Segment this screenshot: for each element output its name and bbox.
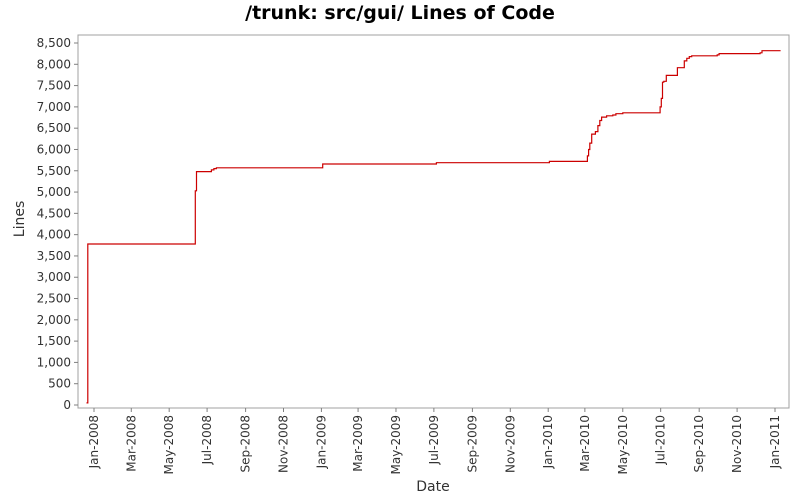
x-tick-label: Jul-2010 bbox=[654, 415, 668, 465]
y-tick-label: 6,000 bbox=[37, 142, 71, 156]
x-tick-label: Mar-2010 bbox=[578, 415, 592, 472]
y-tick-label: 5,500 bbox=[37, 164, 71, 178]
y-tick-label: 8,500 bbox=[37, 36, 71, 50]
x-tick-label: Sep-2008 bbox=[239, 415, 253, 473]
x-tick-label: Jul-2009 bbox=[427, 415, 441, 465]
x-axis-label: Date bbox=[416, 479, 449, 495]
y-tick-label: 3,000 bbox=[37, 270, 71, 284]
x-tick-label: May-2008 bbox=[162, 415, 176, 474]
x-tick-label: Nov-2009 bbox=[503, 415, 517, 473]
x-tick-label: Mar-2008 bbox=[124, 415, 138, 472]
y-tick-label: 1,500 bbox=[37, 334, 71, 348]
y-tick-label: 4,000 bbox=[37, 228, 71, 242]
x-tick-label: Jan-2011 bbox=[768, 415, 782, 469]
y-tick-label: 2,500 bbox=[37, 292, 71, 306]
y-tick-label: 5,000 bbox=[37, 185, 71, 199]
x-tick-label: May-2009 bbox=[389, 415, 403, 474]
x-tick-label: May-2010 bbox=[616, 415, 630, 474]
y-tick-label: 500 bbox=[48, 377, 71, 391]
y-tick-label: 4,500 bbox=[37, 206, 71, 220]
x-axis: Jan-2008 Mar-2008 May-2008 Jul-2008 Sep-2008… bbox=[87, 408, 782, 474]
series-line-lines-of-code bbox=[86, 50, 781, 404]
chart-title: /trunk: src/gui/ Lines of Code bbox=[245, 2, 555, 24]
x-tick-label: Jan-2009 bbox=[314, 415, 328, 469]
y-tick-label: 7,500 bbox=[37, 79, 71, 93]
y-tick-label: 7,000 bbox=[37, 100, 71, 114]
x-tick-label: Jul-2008 bbox=[200, 415, 214, 465]
x-tick-label: Sep-2010 bbox=[692, 415, 706, 473]
y-tick-label: 0 bbox=[63, 398, 71, 412]
y-tick-label: 2,000 bbox=[37, 313, 71, 327]
x-tick-label: Nov-2010 bbox=[730, 415, 744, 473]
x-tick-label: Mar-2009 bbox=[351, 415, 365, 472]
y-tick-label: 8,000 bbox=[37, 57, 71, 71]
x-tick-label: Jan-2008 bbox=[87, 415, 101, 469]
y-axis: 0 500 1,000 1,500 2,000 2,500 3,000 3,500 4,000 4… bbox=[37, 36, 78, 412]
x-tick-label: Jan-2010 bbox=[541, 415, 555, 469]
x-tick-label: Sep-2009 bbox=[465, 415, 479, 473]
y-axis-label: Lines bbox=[12, 201, 28, 237]
x-tick-label: Nov-2008 bbox=[277, 415, 291, 473]
y-tick-label: 6,500 bbox=[37, 121, 71, 135]
y-tick-label: 3,500 bbox=[37, 249, 71, 263]
plot-area bbox=[77, 34, 790, 409]
y-tick-label: 1,000 bbox=[37, 355, 71, 369]
